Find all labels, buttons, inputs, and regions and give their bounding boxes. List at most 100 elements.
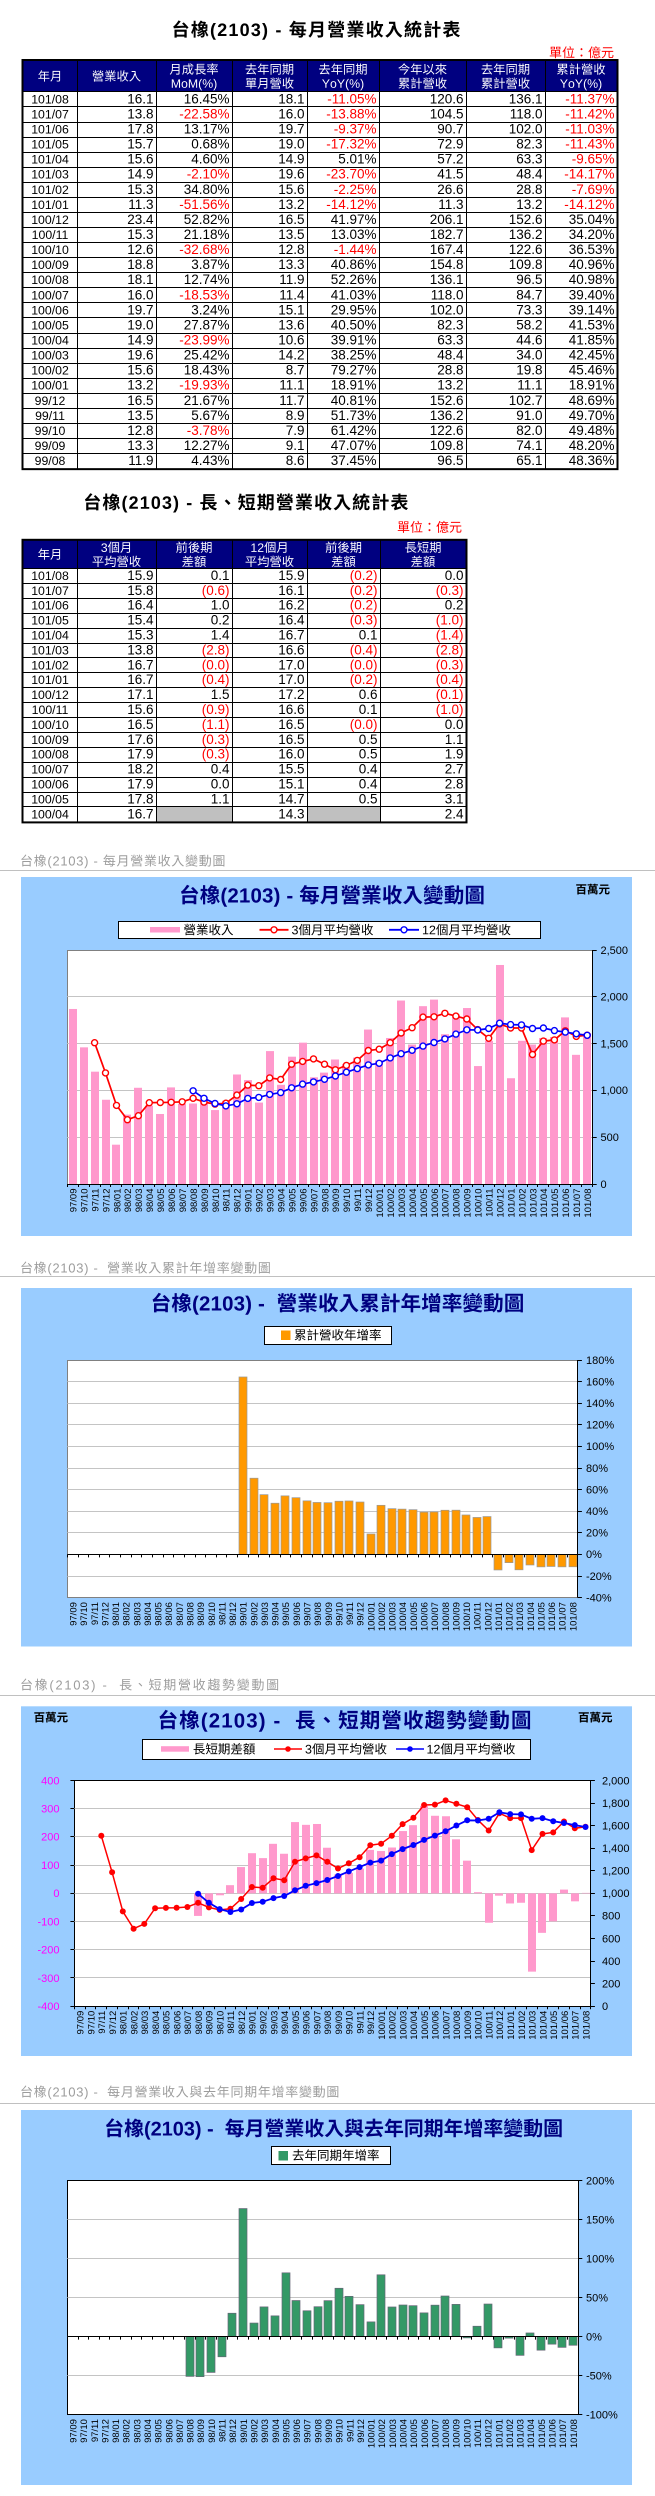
svg-text:13.2: 13.2 bbox=[516, 197, 542, 212]
svg-text:48.4: 48.4 bbox=[516, 167, 543, 182]
svg-text:100/07: 100/07 bbox=[31, 763, 69, 777]
svg-text:(0.3): (0.3) bbox=[202, 732, 230, 747]
svg-text:99/06: 99/06 bbox=[298, 1189, 309, 1213]
svg-text:5.67%: 5.67% bbox=[191, 408, 229, 423]
svg-text:99/11: 99/11 bbox=[345, 2419, 356, 2442]
svg-text:13.2: 13.2 bbox=[437, 378, 463, 393]
svg-text:100/06: 100/06 bbox=[431, 2011, 442, 2040]
svg-text:100%: 100% bbox=[586, 2254, 614, 2266]
svg-text:2.4: 2.4 bbox=[445, 806, 464, 821]
svg-text:98/08: 98/08 bbox=[186, 2419, 197, 2443]
svg-text:100/02: 100/02 bbox=[388, 2011, 399, 2040]
svg-text:154.8: 154.8 bbox=[430, 257, 464, 272]
svg-text:-100: -100 bbox=[37, 1916, 59, 1928]
svg-text:136.2: 136.2 bbox=[430, 408, 464, 423]
svg-text:1.4: 1.4 bbox=[211, 628, 230, 643]
svg-text:16.0: 16.0 bbox=[278, 747, 304, 762]
svg-text:1.1: 1.1 bbox=[445, 732, 464, 747]
svg-text:120%: 120% bbox=[586, 1420, 614, 1432]
svg-text:-50%: -50% bbox=[586, 2370, 612, 2382]
svg-text:100/09: 100/09 bbox=[31, 733, 69, 747]
svg-text:101/05: 101/05 bbox=[31, 614, 69, 628]
svg-text:120.6: 120.6 bbox=[430, 91, 464, 106]
svg-text:99/07: 99/07 bbox=[303, 1602, 314, 1626]
svg-text:0.1: 0.1 bbox=[359, 702, 378, 717]
svg-text:100/03: 100/03 bbox=[397, 1189, 408, 1218]
svg-text:98/08: 98/08 bbox=[186, 1602, 197, 1626]
svg-text:16.1: 16.1 bbox=[127, 91, 153, 106]
svg-text:98/06: 98/06 bbox=[164, 2419, 175, 2443]
svg-text:101/07: 101/07 bbox=[571, 2011, 582, 2040]
svg-text:15.6: 15.6 bbox=[278, 182, 304, 197]
svg-text:9.1: 9.1 bbox=[286, 438, 305, 453]
svg-text:51.73%: 51.73% bbox=[331, 408, 377, 423]
svg-text:99/11: 99/11 bbox=[353, 1189, 364, 1212]
svg-text:97/12: 97/12 bbox=[100, 1602, 111, 1626]
svg-text:15.5: 15.5 bbox=[278, 762, 304, 777]
svg-text:98/09: 98/09 bbox=[196, 2419, 207, 2443]
svg-text:100/05: 100/05 bbox=[419, 1189, 430, 1218]
svg-text:97/12: 97/12 bbox=[101, 1189, 112, 1213]
svg-text:100/02: 100/02 bbox=[377, 2419, 388, 2448]
svg-text:52.82%: 52.82% bbox=[184, 212, 230, 227]
svg-text:99/03: 99/03 bbox=[266, 1189, 277, 1213]
svg-text:-200: -200 bbox=[37, 1945, 59, 1957]
svg-text:101/08: 101/08 bbox=[583, 1189, 594, 1218]
svg-text:3.87%: 3.87% bbox=[191, 257, 229, 272]
svg-text:102.0: 102.0 bbox=[509, 122, 543, 137]
svg-text:-14.12%: -14.12% bbox=[326, 197, 376, 212]
svg-text:49.48%: 49.48% bbox=[569, 423, 615, 438]
svg-text:0: 0 bbox=[602, 2001, 608, 2013]
svg-text:100/04: 100/04 bbox=[398, 1602, 409, 1631]
svg-text:20%: 20% bbox=[586, 1528, 608, 1540]
svg-text:98/10: 98/10 bbox=[216, 2011, 227, 2035]
svg-text:(2.8): (2.8) bbox=[202, 642, 230, 657]
svg-text:17.8: 17.8 bbox=[127, 122, 153, 137]
svg-text:18.8: 18.8 bbox=[127, 257, 153, 272]
svg-text:100/06: 100/06 bbox=[430, 1189, 441, 1218]
svg-text:97/10: 97/10 bbox=[79, 1602, 90, 1626]
svg-text:(0.6): (0.6) bbox=[202, 583, 230, 598]
svg-text:101/06: 101/06 bbox=[31, 599, 69, 613]
svg-text:101/01: 101/01 bbox=[494, 2419, 505, 2448]
svg-text:(0.3): (0.3) bbox=[436, 657, 464, 672]
svg-text:35.04%: 35.04% bbox=[569, 212, 615, 227]
svg-text:98/08: 98/08 bbox=[189, 1189, 200, 1213]
svg-text:13.8: 13.8 bbox=[127, 642, 153, 657]
svg-text:0.5: 0.5 bbox=[359, 747, 378, 762]
svg-text:13.17%: 13.17% bbox=[184, 122, 230, 137]
svg-text:122.6: 122.6 bbox=[430, 423, 464, 438]
svg-text:50%: 50% bbox=[586, 2292, 608, 2304]
svg-text:100/08: 100/08 bbox=[31, 748, 69, 762]
svg-text:42.45%: 42.45% bbox=[569, 348, 615, 363]
svg-text:-23.70%: -23.70% bbox=[326, 167, 376, 182]
svg-text:96.5: 96.5 bbox=[437, 453, 463, 468]
svg-text:1.1: 1.1 bbox=[211, 791, 230, 806]
svg-text:180%: 180% bbox=[586, 1355, 614, 1367]
svg-text:101/03: 101/03 bbox=[528, 1189, 539, 1218]
svg-text:14.7: 14.7 bbox=[278, 791, 304, 806]
svg-text:3.1: 3.1 bbox=[445, 791, 464, 806]
svg-text:74.1: 74.1 bbox=[516, 438, 542, 453]
svg-text:97/10: 97/10 bbox=[79, 1189, 90, 1213]
svg-text:84.7: 84.7 bbox=[516, 287, 542, 302]
svg-text:98/03: 98/03 bbox=[132, 2419, 143, 2443]
svg-text:47.07%: 47.07% bbox=[331, 438, 377, 453]
svg-text:97/09: 97/09 bbox=[69, 2419, 80, 2443]
svg-text:100/05: 100/05 bbox=[420, 2011, 431, 2040]
svg-text:(1.1): (1.1) bbox=[202, 717, 230, 732]
svg-text:14.9: 14.9 bbox=[127, 167, 153, 182]
svg-text:82.3: 82.3 bbox=[516, 137, 542, 152]
svg-text:98/03: 98/03 bbox=[134, 1189, 145, 1213]
svg-text:99/06: 99/06 bbox=[302, 2011, 313, 2035]
svg-text:99/04: 99/04 bbox=[280, 2011, 291, 2035]
svg-text:0.6: 0.6 bbox=[359, 687, 378, 702]
svg-text:14.3: 14.3 bbox=[278, 806, 304, 821]
svg-text:3.24%: 3.24% bbox=[191, 302, 229, 317]
svg-text:98/12: 98/12 bbox=[237, 2011, 248, 2035]
svg-text:99/10: 99/10 bbox=[342, 1189, 353, 1213]
svg-text:7.9: 7.9 bbox=[286, 423, 305, 438]
svg-text:100/05: 100/05 bbox=[409, 2419, 420, 2448]
svg-text:27.87%: 27.87% bbox=[184, 317, 230, 332]
svg-text:41.53%: 41.53% bbox=[569, 317, 615, 332]
